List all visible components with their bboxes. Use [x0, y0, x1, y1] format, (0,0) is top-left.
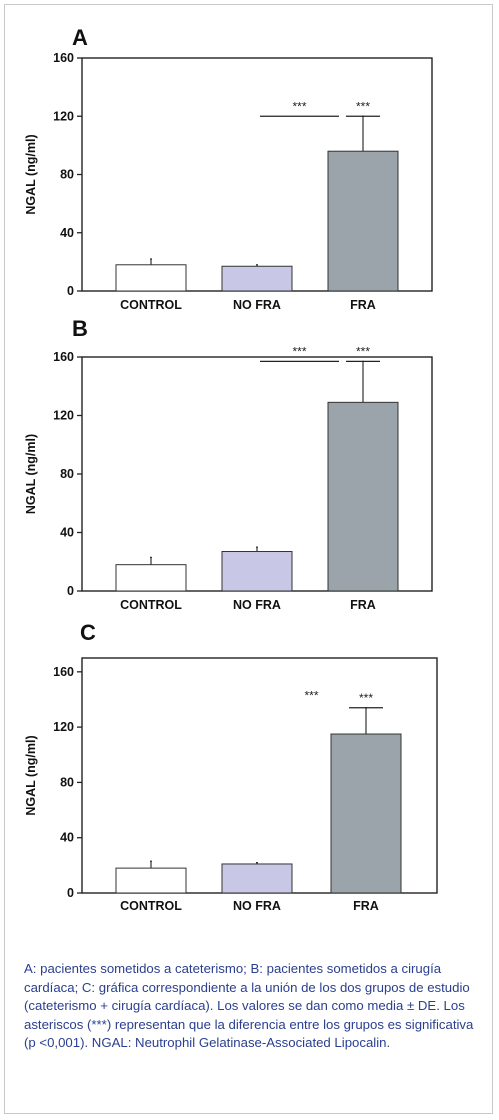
y-tick-label: 80 [60, 775, 74, 789]
category-label: CONTROL [120, 298, 182, 312]
panel-label: C [80, 620, 96, 645]
bar-control [115, 564, 187, 592]
chart-panel-b: B 0 40 80 120 160 NGAL (ng/ml) CONTROL NO FRA FRA… [24, 316, 433, 612]
y-tick-label: 80 [60, 467, 74, 481]
category-label: FRA [350, 298, 376, 312]
category-label: NO FRA [233, 598, 281, 612]
category-label: CONTROL [120, 899, 182, 913]
category-label: FRA [350, 598, 376, 612]
y-tick-label: 160 [53, 665, 74, 679]
y-tick-label: 160 [53, 51, 74, 65]
bar-fra [327, 150, 399, 292]
y-tick-label: 40 [60, 831, 74, 845]
chart-panel-a: A 0 40 80 120 160 NGAL (ng/ml) CONTROL NO FRA FRA… [24, 25, 433, 312]
y-tick-label: 0 [67, 584, 74, 598]
bar-fra [330, 733, 402, 894]
bar-control [115, 264, 187, 292]
y-tick-label: 120 [53, 109, 74, 123]
y-tick-label: 0 [67, 284, 74, 298]
category-label: CONTROL [120, 598, 182, 612]
y-axis-label: NGAL (ng/ml) [24, 434, 38, 514]
y-tick-label: 0 [67, 886, 74, 900]
panel-label: B [72, 316, 88, 341]
charts-canvas: A 0 40 80 120 160 NGAL (ng/ml) CONTROL NO FRA FRA… [24, 25, 438, 913]
significance-asterisks: *** [292, 99, 306, 113]
y-tick-label: 120 [53, 720, 74, 734]
y-tick-label: 40 [60, 226, 74, 240]
category-label: FRA [353, 899, 379, 913]
bar-no-fra [221, 863, 293, 894]
y-tick-label: 160 [53, 350, 74, 364]
bar-no-fra [221, 551, 293, 592]
significance-asterisks: *** [304, 688, 318, 702]
bar-fra [327, 401, 399, 592]
significance-asterisks: *** [292, 344, 306, 358]
category-label: NO FRA [233, 899, 281, 913]
significance-asterisks: *** [356, 344, 370, 358]
significance-asterisks: *** [356, 99, 370, 113]
chart-panel-c: C 0 40 80 120 160 NGAL (ng/ml) CONTROL NO FRA FRA… [24, 620, 438, 913]
bar-no-fra [221, 265, 293, 292]
panel-label: A [72, 25, 88, 50]
figure-caption: A: pacientes sometidos a cateterismo; B:… [24, 961, 474, 1051]
significance-asterisks: *** [359, 691, 373, 705]
category-label: NO FRA [233, 298, 281, 312]
y-axis-label: NGAL (ng/ml) [24, 134, 38, 214]
y-tick-label: 120 [53, 409, 74, 423]
y-axis-label: NGAL (ng/ml) [24, 735, 38, 815]
y-tick-label: 80 [60, 168, 74, 182]
bar-control [115, 867, 187, 894]
y-tick-label: 40 [60, 526, 74, 540]
